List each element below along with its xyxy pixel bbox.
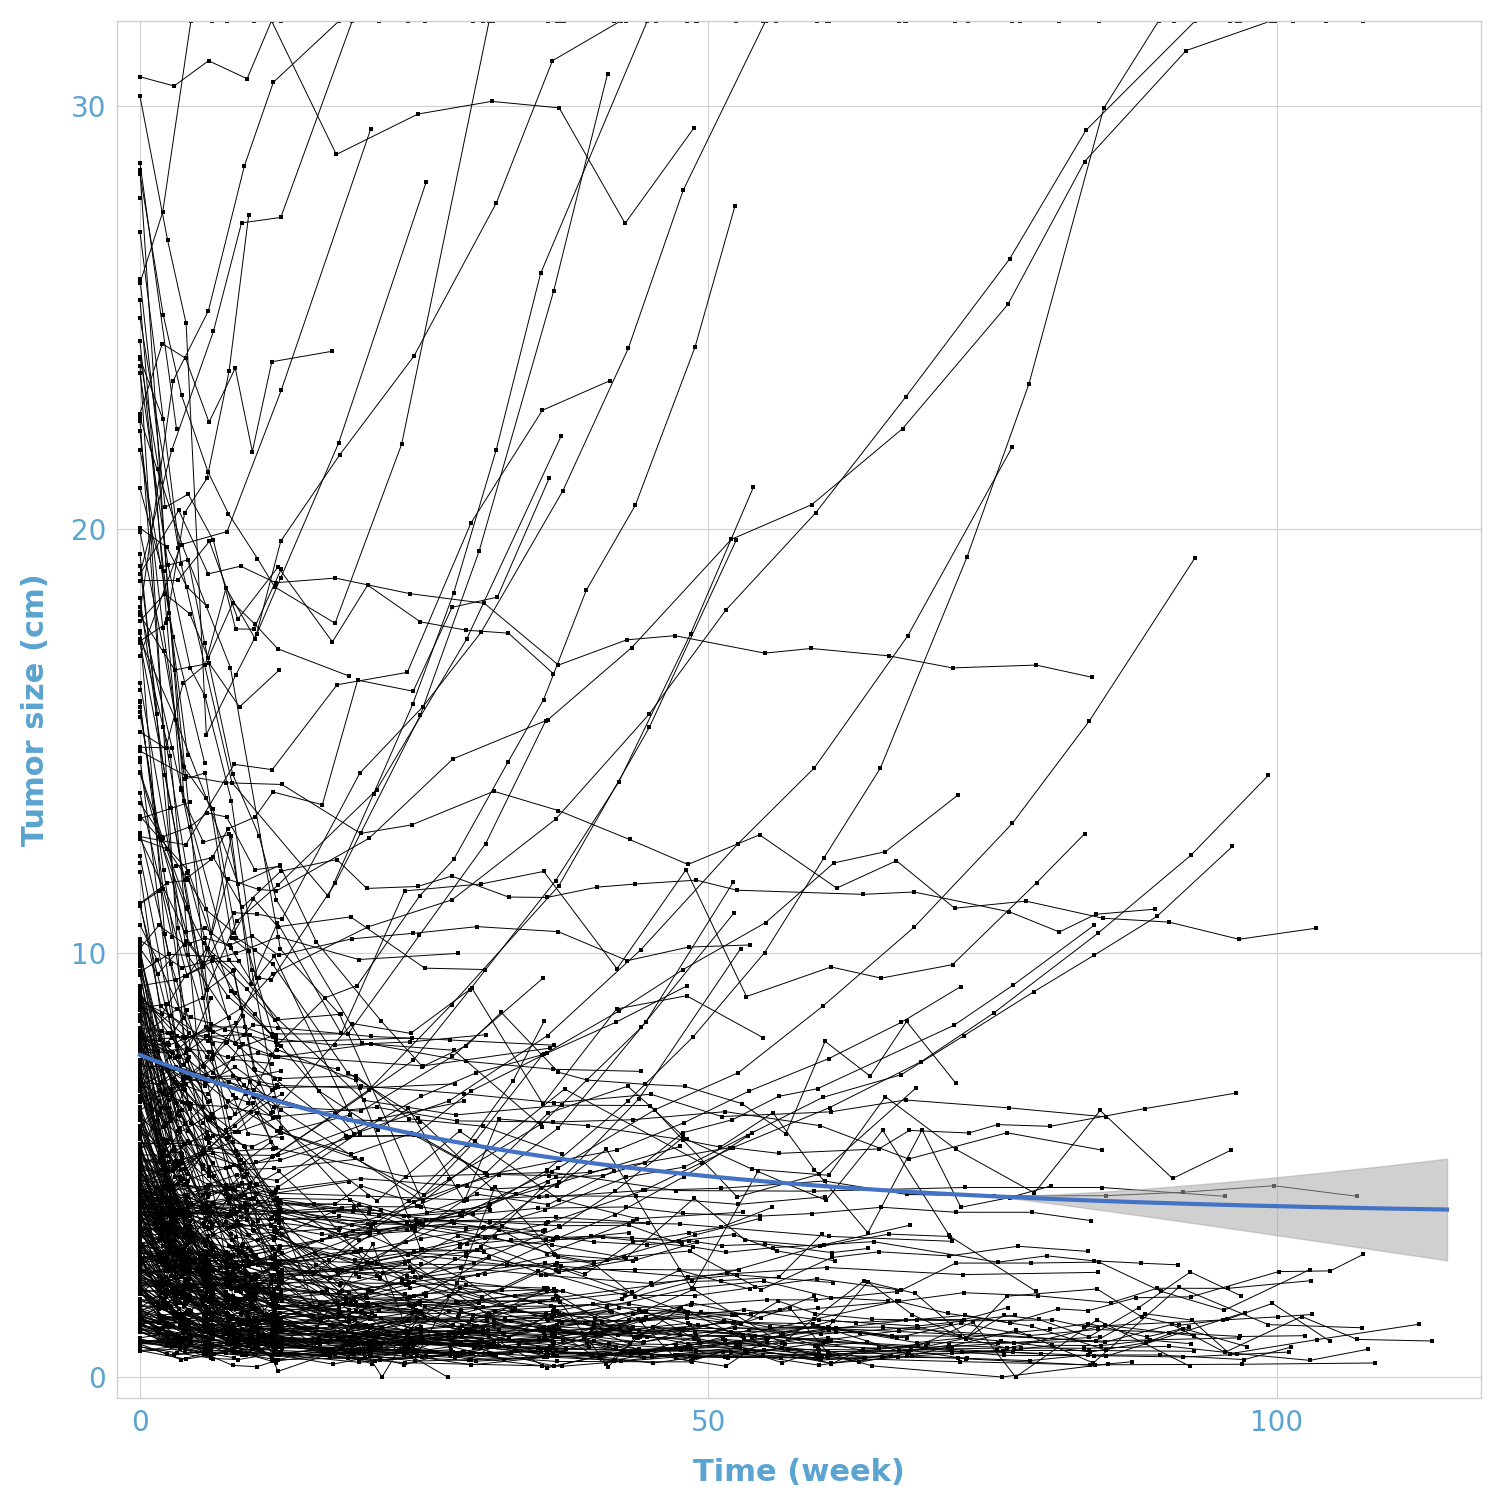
X-axis label: Time (week): Time (week): [694, 1458, 906, 1487]
Y-axis label: Tumor size (cm): Tumor size (cm): [21, 573, 50, 846]
